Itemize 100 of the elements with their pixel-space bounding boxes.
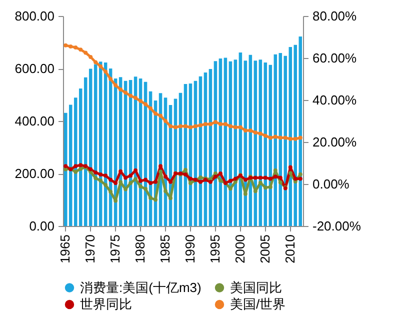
point xyxy=(144,178,148,182)
x-tick-label: 1985 xyxy=(158,234,173,264)
point xyxy=(138,178,143,183)
point xyxy=(268,176,272,181)
point xyxy=(164,174,168,179)
y-tick-label: 0.00 xyxy=(29,218,54,234)
point xyxy=(78,163,83,168)
point xyxy=(278,176,282,180)
point xyxy=(64,167,68,172)
x-tick-label: 1980 xyxy=(132,234,148,264)
point xyxy=(298,176,302,181)
point xyxy=(278,136,282,140)
point xyxy=(258,176,262,180)
point xyxy=(144,102,148,106)
point xyxy=(128,174,133,178)
legend-label: 消费量:美国(十亿m3) xyxy=(80,280,202,295)
point xyxy=(188,125,192,130)
point xyxy=(144,186,148,191)
point xyxy=(268,136,272,140)
x-tick-label: 2010 xyxy=(282,234,298,264)
point xyxy=(124,90,128,95)
point xyxy=(278,180,282,184)
point xyxy=(208,180,212,184)
y2-tick-label: -20.00% xyxy=(312,218,362,234)
point xyxy=(168,180,173,184)
point xyxy=(154,112,158,116)
point xyxy=(158,114,163,118)
point xyxy=(283,136,288,140)
point xyxy=(268,184,272,189)
x-tick-label: 1975 xyxy=(108,234,123,264)
point xyxy=(228,178,232,183)
point xyxy=(168,196,173,200)
point xyxy=(273,134,278,139)
point xyxy=(218,122,222,126)
legend-label: 美国同比 xyxy=(230,280,282,295)
y-tick-label: 200.00 xyxy=(14,166,54,181)
point xyxy=(108,190,113,194)
point xyxy=(258,132,262,136)
point xyxy=(134,177,138,182)
point xyxy=(263,134,268,138)
point xyxy=(193,124,198,128)
point xyxy=(253,130,258,135)
point xyxy=(243,128,248,132)
y-tick-label: 600.00 xyxy=(14,61,54,76)
point xyxy=(148,106,153,110)
point xyxy=(64,164,68,168)
point xyxy=(88,167,93,172)
legend-label: 美国/世界 xyxy=(230,296,286,312)
y2-tick-label: 40.00% xyxy=(312,92,358,108)
point xyxy=(74,164,78,168)
point xyxy=(154,198,158,202)
y2-tick-label: 80.00% xyxy=(312,8,358,24)
point xyxy=(148,180,153,185)
point xyxy=(238,125,242,130)
point xyxy=(108,77,113,81)
point xyxy=(298,172,302,176)
point xyxy=(148,196,153,200)
point xyxy=(298,136,302,140)
point xyxy=(74,170,78,174)
point xyxy=(74,46,78,50)
point xyxy=(213,120,218,124)
y2-tick-label: 0.00% xyxy=(312,176,350,192)
point xyxy=(213,174,218,179)
point xyxy=(293,176,298,181)
point xyxy=(288,171,292,176)
point xyxy=(288,165,292,170)
point xyxy=(164,119,168,123)
point xyxy=(108,178,113,182)
point xyxy=(98,172,103,177)
point xyxy=(124,176,128,180)
point xyxy=(198,175,202,180)
point xyxy=(94,176,98,180)
point xyxy=(104,174,108,178)
point xyxy=(104,70,108,74)
point xyxy=(288,136,292,141)
point xyxy=(253,176,258,180)
point xyxy=(138,184,143,189)
bar xyxy=(178,92,182,226)
point xyxy=(233,176,238,181)
point xyxy=(228,124,232,128)
point xyxy=(174,125,178,130)
point xyxy=(154,180,158,184)
point xyxy=(178,124,183,128)
point xyxy=(248,128,252,132)
point xyxy=(98,178,103,183)
point xyxy=(78,166,83,171)
point xyxy=(164,189,168,194)
point xyxy=(128,94,133,98)
point xyxy=(64,43,68,48)
point xyxy=(158,170,163,174)
point xyxy=(263,176,268,180)
point xyxy=(188,176,192,181)
point xyxy=(253,189,258,194)
point xyxy=(98,64,103,68)
point xyxy=(273,168,278,172)
x-tick-label: 1995 xyxy=(207,234,222,264)
point xyxy=(183,172,188,177)
point xyxy=(68,44,73,48)
point xyxy=(208,122,212,126)
x-tick-label: 2005 xyxy=(257,234,272,264)
